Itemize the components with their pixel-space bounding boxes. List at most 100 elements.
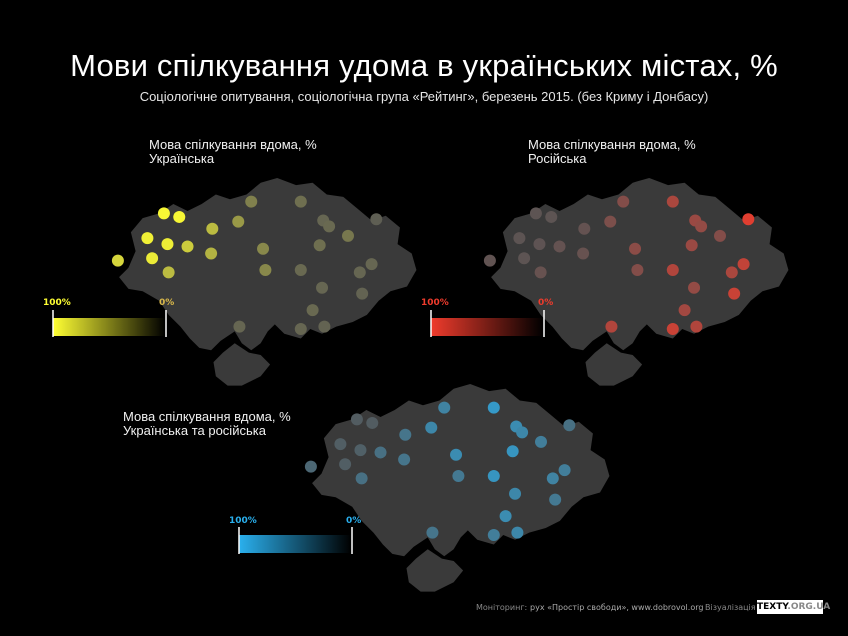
legend-max-label-both: 100% (229, 516, 257, 526)
city-dot-russian-20 (688, 281, 701, 294)
city-dot-ukrainian-27 (233, 320, 246, 333)
city-dot-both-4 (374, 446, 387, 459)
city-dot-ukrainian-22 (356, 287, 369, 300)
city-dot-russian-6 (518, 252, 531, 265)
city-dot-russian-0 (529, 207, 542, 220)
city-dot-russian-4 (553, 240, 566, 253)
city-dot-russian-27 (605, 320, 618, 333)
city-dot-ukrainian-16 (342, 229, 354, 242)
city-dot-both-11 (438, 401, 451, 414)
city-dot-russian-12 (629, 242, 642, 255)
city-dot-ukrainian-18 (259, 264, 272, 277)
city-dot-ukrainian-25 (318, 320, 331, 333)
city-dot-both-13 (487, 401, 500, 414)
city-dot-russian-8 (483, 254, 496, 267)
city-dot-both-16 (535, 435, 547, 448)
legend-min-label-both: 0% (346, 516, 362, 526)
map-label-ukrainian-line2: Українська (149, 151, 215, 166)
city-dot-both-2 (334, 438, 347, 451)
legend-max-label-russian: 100% (421, 298, 449, 308)
city-dot-russian-2 (513, 232, 526, 245)
legend-ukrainian (52, 310, 167, 337)
city-dot-ukrainian-1 (173, 210, 186, 223)
city-dot-both-10 (425, 421, 438, 434)
city-dot-both-25 (511, 526, 524, 539)
map-label-russian-line1: Мова спілкування вдома, % (528, 137, 696, 152)
city-dot-russian-24 (678, 304, 691, 317)
city-dot-both-14 (506, 445, 519, 458)
city-dot-russian-21 (725, 266, 738, 279)
city-dot-russian-1 (545, 210, 558, 223)
city-dot-russian-16 (714, 229, 726, 242)
map-label-both-line2: Українська та російська (123, 423, 266, 438)
city-dot-russian-18 (631, 264, 644, 277)
dots-ukrainian (111, 195, 383, 336)
map-label-both: Мова спілкування вдома, % Українська та … (123, 410, 291, 438)
city-dot-russian-7 (577, 247, 590, 260)
legend-gradient-both (239, 535, 351, 553)
legend-min-label-ukrainian: 0% (159, 298, 175, 308)
city-dot-russian-9 (534, 266, 547, 279)
city-dot-ukrainian-11 (245, 195, 258, 208)
city-dot-both-24 (499, 510, 512, 523)
city-dot-ukrainian-12 (257, 242, 270, 255)
city-dot-ukrainian-14 (313, 239, 326, 252)
city-dot-ukrainian-10 (232, 215, 245, 228)
city-dot-russian-25 (690, 320, 703, 333)
city-dot-both-21 (546, 472, 559, 485)
legend-min-label-russian: 0% (538, 298, 554, 308)
page-title: Мови спілкування удома в українських міс… (70, 48, 778, 83)
city-dot-both-20 (509, 487, 522, 500)
city-dot-both-6 (339, 458, 352, 471)
city-dot-ukrainian-6 (146, 252, 159, 265)
map-label-russian-line2: Російська (528, 151, 587, 166)
footer-monitoring-label: Моніторинг: (476, 603, 528, 612)
city-dot-both-27 (426, 526, 439, 539)
city-dot-russian-13 (666, 195, 679, 208)
city-dot-russian-19 (666, 264, 679, 277)
city-dot-ukrainian-5 (206, 222, 219, 235)
city-dot-russian-17 (742, 213, 755, 226)
city-dot-russian-26 (666, 323, 679, 336)
city-dot-ukrainian-8 (111, 254, 124, 267)
legend-russian (430, 310, 545, 337)
legend-both (238, 527, 353, 554)
city-dot-ukrainian-26 (294, 323, 307, 336)
city-dot-ukrainian-0 (157, 207, 170, 220)
city-dot-both-9 (355, 472, 368, 485)
city-dot-both-18 (452, 470, 465, 483)
dots-both (304, 401, 576, 542)
footer-brand-logo[interactable]: TEXTY.ORG.UA (757, 600, 830, 614)
city-dot-ukrainian-17 (370, 213, 383, 226)
city-dot-ukrainian-19 (294, 264, 307, 277)
city-dot-both-12 (450, 448, 463, 461)
map-label-ukrainian-line1: Мова спілкування вдома, % (149, 137, 317, 152)
footer-brand-tld: .ORG.UA (787, 602, 831, 612)
city-dot-russian-22 (728, 287, 741, 300)
city-dot-russian-23 (737, 258, 750, 271)
city-dot-ukrainian-20 (316, 281, 329, 294)
city-dot-russian-14 (685, 239, 698, 252)
city-dot-both-26 (487, 529, 500, 542)
city-dot-both-7 (398, 453, 411, 466)
city-dot-russian-28 (695, 220, 708, 233)
city-dot-both-5 (399, 428, 412, 441)
footer-viz-label: Візуалізація — (705, 603, 767, 612)
city-dot-both-28 (516, 426, 529, 439)
footer-brand-name: TEXTY (757, 602, 788, 612)
city-dot-both-0 (350, 413, 363, 426)
city-dot-both-22 (549, 493, 562, 506)
city-dot-russian-5 (578, 222, 591, 235)
map-label-ukrainian: Мова спілкування вдома, % Українська (149, 138, 317, 166)
city-dot-ukrainian-4 (181, 240, 194, 253)
footer-monitoring-text: рух «Простір свободи», www.dobrovol.org (530, 603, 704, 612)
legend-gradient-ukrainian (53, 318, 165, 336)
city-dot-both-8 (304, 460, 317, 473)
city-dot-ukrainian-2 (141, 232, 154, 245)
city-dot-both-23 (558, 464, 571, 477)
map-label-russian: Мова спілкування вдома, % Російська (528, 138, 696, 166)
legend-max-label-ukrainian: 100% (43, 298, 71, 308)
legend-gradient-russian (431, 318, 543, 336)
city-dot-ukrainian-28 (323, 220, 336, 233)
dots-russian (483, 195, 755, 336)
